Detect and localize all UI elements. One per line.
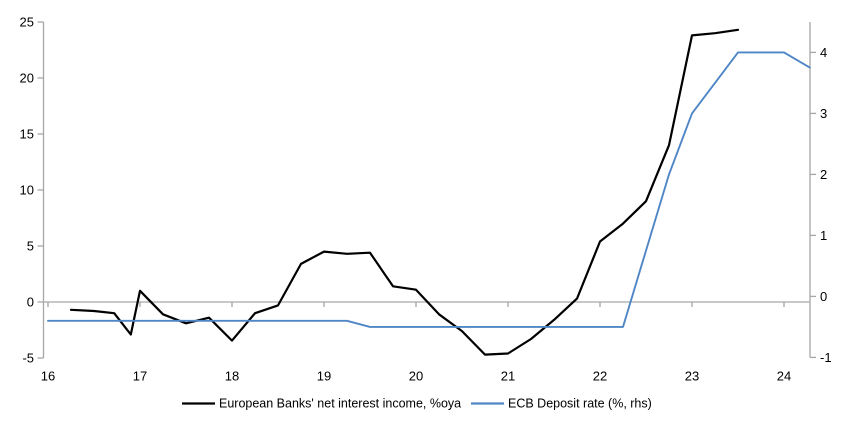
left-y-axis-tick-label: 25 <box>20 15 34 30</box>
right-y-axis-tick-label: 4 <box>820 45 827 60</box>
right-y-axis-tick-label: 0 <box>820 289 827 304</box>
x-axis-tick-label: 24 <box>777 369 791 384</box>
right-y-axis-tick-label: 2 <box>820 167 827 182</box>
legend-label-ecb: ECB Deposit rate (%, rhs) <box>508 397 652 411</box>
x-axis-tick-label: 16 <box>41 369 55 384</box>
left-y-axis-tick-label: -5 <box>22 351 34 366</box>
left-y-axis-tick-label: 0 <box>27 295 34 310</box>
x-axis-tick-label: 21 <box>501 369 515 384</box>
series-line-net-interest-income <box>69 28 740 356</box>
x-axis-tick-label: 23 <box>685 369 699 384</box>
right-y-axis-tick-label: -1 <box>820 350 832 365</box>
x-axis-tick-label: 17 <box>133 369 147 384</box>
left-y-axis-tick-label: 5 <box>27 239 34 254</box>
x-axis-tick-label: 22 <box>593 369 607 384</box>
right-y-axis-tick-label: 3 <box>820 106 827 121</box>
x-axis-tick-label: 18 <box>225 369 239 384</box>
right-y-axis-tick-label: 1 <box>820 228 827 243</box>
left-y-axis-tick-label: 10 <box>20 183 34 198</box>
x-axis-tick-label: 19 <box>317 369 331 384</box>
legend-label-nii: European Banks' net interest income, %oy… <box>219 397 461 411</box>
left-y-axis-tick-label: 20 <box>20 71 34 86</box>
series-line-ecb-deposit-rate <box>47 51 811 328</box>
x-axis-tick-label: 20 <box>409 369 423 384</box>
left-y-axis-tick-label: 15 <box>20 127 34 142</box>
